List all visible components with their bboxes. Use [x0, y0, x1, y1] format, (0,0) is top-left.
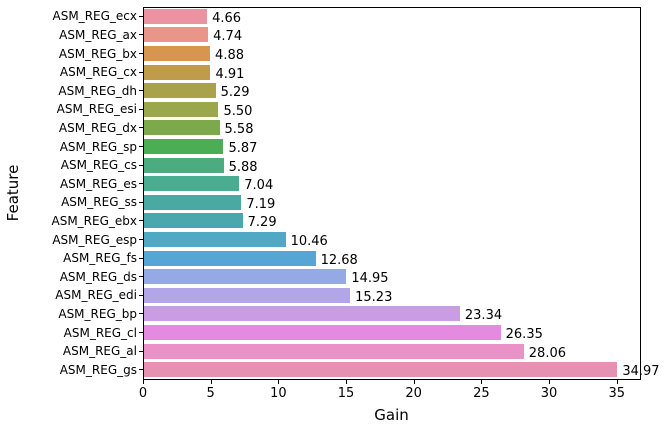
value-label: 23.34: [464, 308, 503, 324]
y-tick-mark: [139, 332, 143, 333]
y-tick-mark: [139, 257, 143, 259]
category-label: ASM_REG_ebx: [51, 213, 138, 228]
x-tick-mark: [616, 380, 618, 384]
bar-ASM_REG_ds: [144, 269, 347, 285]
category-label: ASM_REG_esi: [56, 102, 137, 117]
y-tick-mark: [139, 146, 143, 147]
value-label: 5.88: [228, 159, 258, 175]
bar-ASM_REG_bp: [144, 306, 460, 322]
bar-ASM_REG_al: [144, 343, 524, 359]
value-label: 15.23: [355, 289, 393, 305]
x-tick-label: 25: [473, 386, 490, 401]
category-label: ASM_REG_es: [59, 176, 137, 191]
y-tick-mark: [139, 183, 143, 185]
y-tick-mark: [139, 108, 143, 110]
category-label: ASM_REG_al: [62, 344, 137, 359]
x-tick-label: 0: [138, 386, 148, 401]
bar-ASM_REG_sp: [144, 139, 224, 154]
x-tick-mark: [143, 380, 144, 384]
y-tick-mark: [139, 34, 143, 36]
category-label: ASM_REG_fs: [63, 251, 137, 266]
value-label: 28.06: [528, 345, 566, 361]
y-tick-mark: [139, 276, 143, 278]
x-axis-label: Gain: [374, 406, 409, 424]
value-label: 4.91: [215, 66, 245, 82]
bar-ASM_REG_dx: [144, 120, 220, 136]
category-label: ASM_REG_esp: [52, 232, 137, 247]
x-tick-mark: [210, 380, 212, 384]
bar-ASM_REG_es: [144, 176, 240, 192]
y-tick-mark: [139, 201, 143, 203]
bar-ASM_REG_cx: [144, 64, 211, 80]
y-tick-mark: [139, 369, 143, 371]
bar-ASM_REG_ecx: [144, 8, 208, 24]
category-label: ASM_REG_cl: [63, 325, 137, 340]
value-label: 34.97: [622, 364, 660, 380]
value-label: 5.58: [224, 122, 254, 138]
value-label: 5.87: [228, 141, 258, 156]
x-tick-mark: [549, 380, 551, 384]
y-tick-mark: [139, 350, 143, 352]
category-label: ASM_REG_dx: [58, 120, 137, 135]
x-tick-label: 15: [337, 386, 355, 401]
category-label: ASM_REG_cx: [59, 65, 137, 80]
bar-ASM_REG_dh: [144, 83, 216, 99]
value-label: 7.19: [246, 196, 276, 212]
x-tick-mark: [346, 380, 348, 384]
x-tick-label: 5: [206, 386, 215, 401]
category-label: ASM_REG_ax: [59, 27, 137, 42]
y-tick-mark: [139, 239, 143, 240]
x-tick-mark: [481, 380, 483, 384]
category-label: ASM_REG_sp: [59, 139, 137, 154]
x-tick-label: 30: [540, 386, 558, 401]
value-label: 7.04: [244, 178, 274, 194]
bar-ASM_REG_ax: [144, 27, 209, 43]
bar-ASM_REG_esp: [144, 232, 286, 247]
y-tick-mark: [139, 313, 143, 315]
y-tick-mark: [139, 164, 143, 166]
value-label: 5.50: [223, 103, 253, 119]
x-tick-mark: [278, 380, 280, 384]
y-tick-mark: [139, 220, 143, 222]
bar-ASM_REG_bx: [144, 46, 211, 61]
bar-ASM_REG_ebx: [144, 213, 243, 229]
value-label: 14.95: [351, 271, 389, 287]
y-tick-mark: [139, 294, 143, 296]
x-tick-label: 35: [608, 386, 625, 401]
value-label: 10.46: [290, 234, 328, 249]
category-label: ASM_REG_bx: [58, 46, 137, 61]
bar-ASM_REG_cs: [144, 157, 224, 173]
y-tick-mark: [139, 15, 143, 17]
category-label: ASM_REG_ds: [59, 269, 137, 284]
category-label: ASM_REG_dh: [58, 83, 137, 98]
category-label: ASM_REG_cs: [60, 158, 137, 173]
value-label: 12.68: [320, 252, 358, 268]
bar-ASM_REG_edi: [144, 287, 351, 303]
x-tick-label: 10: [270, 386, 287, 401]
bar-ASM_REG_gs: [144, 362, 618, 378]
value-label: 4.66: [212, 10, 242, 26]
x-tick-label: 20: [405, 386, 422, 401]
category-label: ASM_REG_ecx: [52, 9, 137, 24]
y-tick-mark: [139, 90, 143, 92]
x-tick-mark: [413, 380, 415, 384]
bar-ASM_REG_esi: [144, 101, 219, 117]
value-label: 7.29: [247, 215, 277, 231]
y-tick-mark: [139, 71, 143, 73]
value-label: 4.88: [215, 48, 244, 63]
category-label: ASM_REG_gs: [59, 362, 137, 377]
bar-ASM_REG_cl: [144, 325, 501, 340]
bar-ASM_REG_ss: [144, 194, 242, 210]
y-tick-mark: [139, 53, 143, 54]
value-label: 5.29: [220, 85, 250, 101]
y-tick-mark: [139, 127, 143, 129]
category-label: ASM_REG_ss: [61, 195, 137, 210]
bar-ASM_REG_fs: [144, 250, 316, 266]
category-label: ASM_REG_edi: [55, 288, 137, 303]
value-label: 26.35: [505, 327, 543, 342]
value-label: 4.74: [213, 29, 243, 45]
category-label: ASM_REG_bp: [58, 306, 137, 321]
